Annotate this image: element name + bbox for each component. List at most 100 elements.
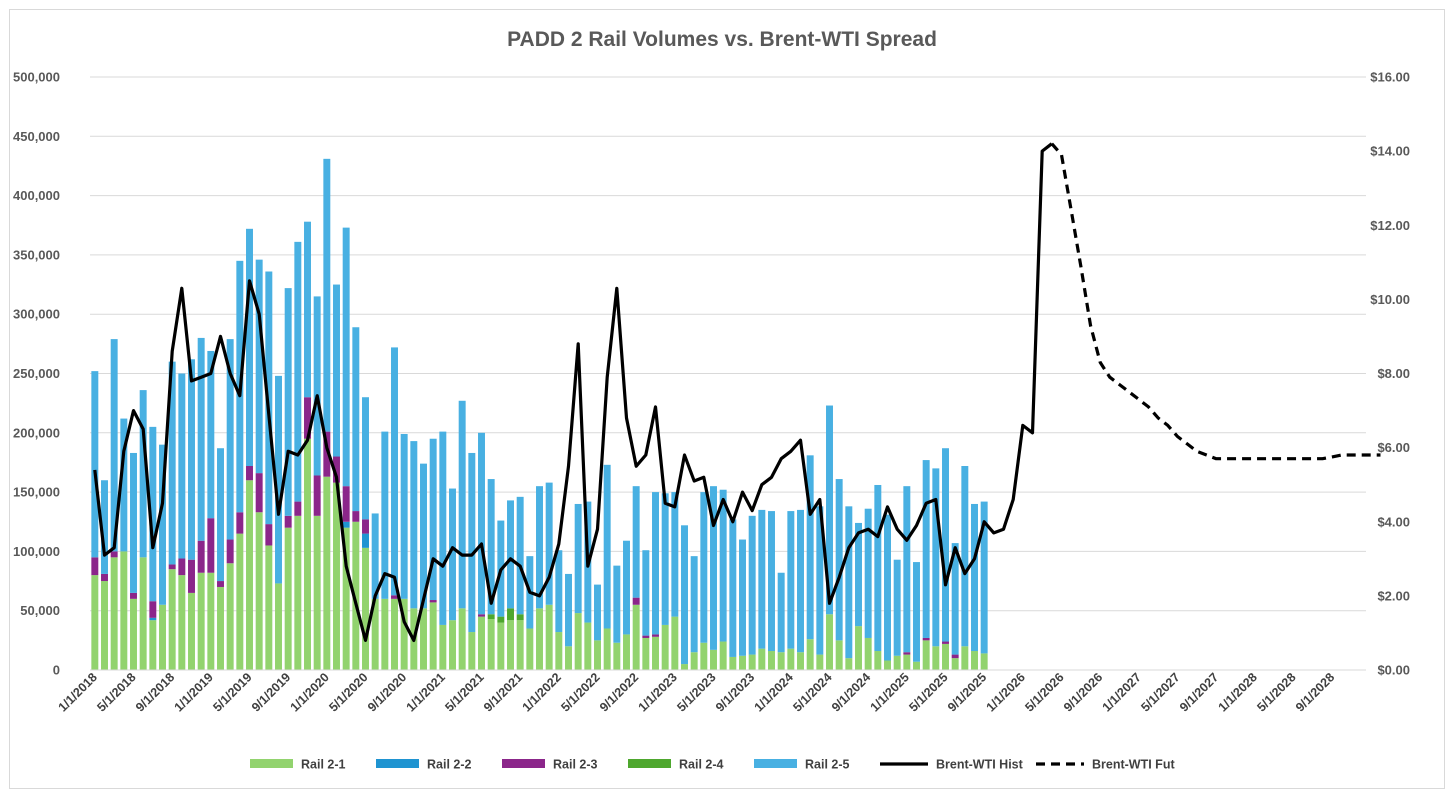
- bar-rail-2-1: [574, 613, 582, 670]
- left-axis-tick-label: 400,000: [13, 188, 60, 203]
- bar-rail-2-5: [661, 493, 669, 625]
- bar-rail-2-5: [381, 431, 389, 599]
- bar-rail-2-5: [478, 432, 485, 615]
- legend-swatch-rail-2-5: [754, 759, 797, 768]
- bar-rail-2-1: [159, 604, 166, 670]
- right-axis-tick-label: $0.00: [1377, 663, 1410, 678]
- bar-rail-2-1: [226, 563, 234, 670]
- bar-rail-2-1: [468, 632, 476, 670]
- bar-rail-2-5: [835, 479, 843, 641]
- bar-rail-2-5: [565, 573, 572, 647]
- bar-rail-2-1: [536, 608, 543, 670]
- bar-rail-2-1: [391, 598, 398, 670]
- bar-rail-2-3: [478, 614, 485, 617]
- bar-rail-2-5: [613, 565, 621, 643]
- bar-rail-2-5: [864, 508, 872, 638]
- bar-rail-2-5: [893, 559, 901, 656]
- bar-rail-2-3: [632, 597, 640, 605]
- bar-rail-2-5: [439, 431, 447, 625]
- legend-swatch-rail-2-2: [376, 759, 419, 768]
- bar-rail-2-3: [323, 431, 331, 477]
- bar-rail-2-1: [980, 653, 988, 670]
- bar-rail-2-5: [816, 506, 824, 655]
- bar-rail-2-3: [951, 654, 959, 659]
- bar-rail-2-5: [217, 448, 224, 582]
- bar-rail-2-1: [603, 628, 611, 670]
- bar-rail-2-1: [255, 512, 263, 670]
- bar-rail-2-1: [758, 648, 766, 670]
- bar-rail-2-1: [323, 476, 331, 670]
- bar-rail-2-5: [468, 452, 476, 633]
- bar-rail-2-5: [458, 400, 466, 609]
- bar-rail-2-1: [835, 640, 843, 670]
- bar-rail-2-3: [236, 512, 244, 534]
- bar-rail-2-3: [352, 511, 360, 522]
- bar-rail-2-1: [265, 545, 273, 670]
- bar-rail-2-5: [139, 390, 147, 558]
- bar-rail-2-5: [777, 572, 785, 653]
- bar-rail-2-3: [265, 524, 273, 546]
- bar-rail-2-1: [826, 614, 833, 670]
- bar-rail-2-3: [255, 473, 263, 513]
- brent-wti-fut-line: [1050, 142, 1381, 461]
- bar-rail-2-5: [594, 584, 601, 641]
- bar-rail-2-1: [236, 533, 244, 670]
- bar-rail-2-3: [284, 515, 292, 528]
- bar-rail-2-5: [932, 468, 940, 647]
- bar-rail-2-5: [555, 550, 563, 633]
- bar-rail-2-1: [458, 608, 466, 670]
- bar-rail-2-5: [690, 556, 698, 653]
- bar-rail-2-5: [623, 540, 630, 635]
- bar-rail-2-5: [971, 503, 978, 652]
- bar-rail-2-5: [304, 221, 311, 398]
- bar-rail-2-5: [284, 288, 292, 516]
- bar-rail-2-5: [91, 371, 99, 558]
- bar-rail-2-3: [110, 551, 118, 558]
- bar-rail-2-1: [739, 655, 746, 670]
- gridlines: [90, 76, 1366, 612]
- bar-rail-2-5: [420, 463, 427, 609]
- bar-rail-2-1: [874, 651, 882, 670]
- bar-rail-2-5: [362, 397, 369, 520]
- x-axis-tick-label: 1/1/2026: [984, 670, 1028, 714]
- bar-rail-2-1: [449, 620, 456, 670]
- bar-rail-2-5: [768, 511, 775, 652]
- bar-rail-2-5: [101, 480, 108, 574]
- x-axis-tick-label: 1/1/2020: [288, 670, 332, 714]
- x-axis-tick-label: 9/1/2024: [829, 670, 873, 714]
- bar-rail-2-5: [739, 539, 746, 656]
- bar-rail-2-5: [797, 509, 804, 653]
- bar-rail-2-5: [313, 296, 321, 476]
- left-axis-tick-label: 150,000: [13, 485, 60, 500]
- bar-rail-2-3: [362, 519, 369, 534]
- bar-rail-2-1: [342, 527, 350, 670]
- bar-rail-2-5: [729, 519, 737, 657]
- bar-rail-2-1: [777, 652, 785, 670]
- bar-rail-2-5: [913, 562, 920, 662]
- bar-rail-2-3: [168, 564, 176, 570]
- x-axis-tick-label: 5/1/2027: [1138, 670, 1182, 714]
- bar-rail-2-1: [932, 646, 940, 670]
- bar-rail-2-5: [449, 488, 456, 621]
- right-axis-tick-label: $12.00: [1370, 218, 1410, 233]
- bar-rail-2-5: [391, 347, 398, 596]
- x-axis-tick-label: 5/1/2020: [326, 670, 370, 714]
- bar-rail-2-1: [797, 652, 804, 670]
- bar-rail-2-3: [391, 595, 398, 599]
- bar-rail-2-1: [545, 604, 553, 670]
- bar-rail-2-1: [246, 480, 253, 670]
- bar-rail-2-3: [130, 592, 137, 599]
- bar-rail-2-2: [342, 521, 350, 528]
- legend-swatch-rail-2-1: [250, 759, 293, 768]
- legend-label-brent-wti-fut: Brent-WTI Fut: [1092, 758, 1175, 772]
- legend-label-rail-2-5: Rail 2-5: [805, 758, 850, 772]
- bar-rail-2-1: [110, 557, 118, 670]
- left-axis-tick-label: 250,000: [13, 366, 60, 381]
- bar-rail-2-4: [497, 616, 505, 623]
- x-axis-tick-label: 9/1/2025: [945, 670, 989, 714]
- x-axis-tick-label: 5/1/2026: [1022, 670, 1066, 714]
- bar-rail-2-5: [197, 337, 205, 541]
- bar-rail-2-3: [246, 466, 253, 481]
- bar-rail-2-5: [758, 509, 766, 649]
- bar-rail-2-5: [323, 158, 331, 432]
